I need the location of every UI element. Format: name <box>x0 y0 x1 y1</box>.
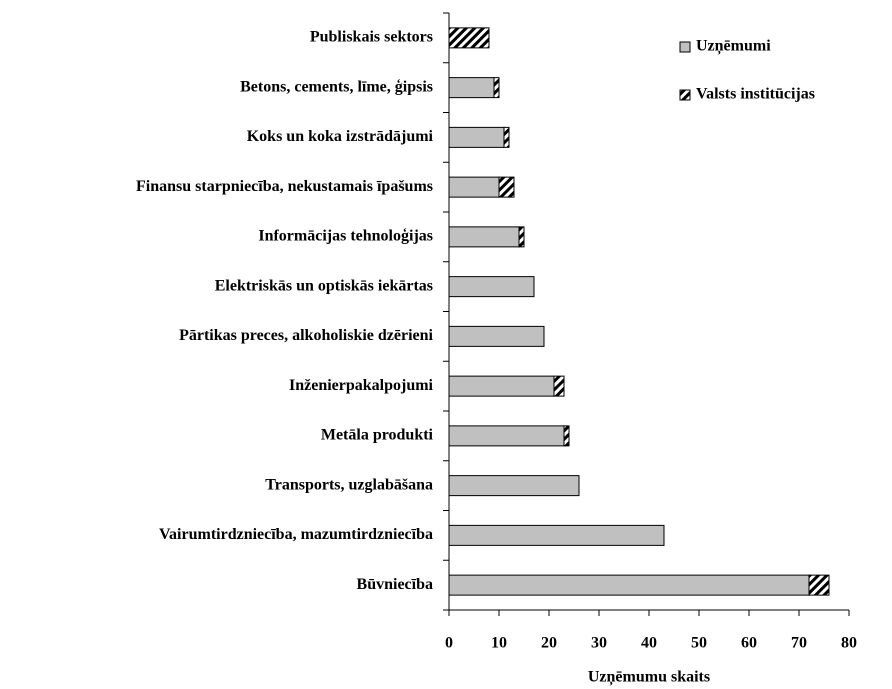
y-tick-label: Transports, uzglabāšana <box>265 476 433 493</box>
bar-segment <box>448 27 490 49</box>
bar-segment <box>518 226 525 248</box>
x-tick-label: 0 <box>445 635 453 652</box>
x-axis-label: Uzņēmumu skaits <box>588 669 710 687</box>
y-tick-label: Pārtikas preces, alkoholiskie dzērieni <box>179 327 433 344</box>
bar-segment <box>553 375 565 397</box>
bar-segment <box>498 176 515 198</box>
bar-segment <box>448 226 520 248</box>
y-tick-label: Publiskais sektors <box>310 29 433 46</box>
y-tick-label: Finansu starpniecība, nekustamais īpašum… <box>136 178 433 195</box>
y-tick-label: Betons, cements, līme, ģipsis <box>240 78 433 95</box>
y-tick-label: Inženierpakalpojumi <box>289 377 434 394</box>
legend-label: Valsts institūcijas <box>696 86 815 103</box>
bar-segment <box>563 425 570 447</box>
bar-segment <box>448 126 505 148</box>
bar-segment <box>448 325 545 347</box>
y-tick-label: Metāla produkti <box>321 427 434 444</box>
x-tick-label: 50 <box>691 635 707 652</box>
x-tick-label: 20 <box>541 635 557 652</box>
y-tick-label: Būvniecība <box>357 576 433 593</box>
bar-segment <box>448 375 555 397</box>
y-tick-label: Informācijas tehnoloģijas <box>258 228 433 245</box>
y-tick-label: Elektriskās un optiskās iekārtas <box>215 277 433 294</box>
bar-segment <box>448 475 580 497</box>
x-tick-label: 40 <box>641 635 657 652</box>
x-tick-label: 10 <box>491 635 507 652</box>
bar-segment <box>448 574 810 596</box>
bar-segment <box>448 425 565 447</box>
x-tick-label: 60 <box>741 635 757 652</box>
x-tick-label: 70 <box>791 635 807 652</box>
bar-segment <box>448 524 665 546</box>
legend-swatch <box>679 41 691 53</box>
bar-segment <box>808 574 830 596</box>
bar-segment <box>493 77 500 99</box>
x-tick-label: 80 <box>841 635 857 652</box>
x-tick-label: 30 <box>591 635 607 652</box>
legend-label: Uzņēmumi <box>696 38 771 56</box>
y-tick-label: Vairumtirdzniecība, mazumtirdzniecība <box>159 526 433 543</box>
bar-segment <box>448 276 535 298</box>
bar-segment <box>503 126 510 148</box>
legend-swatch <box>679 89 691 101</box>
bar-segment <box>448 176 500 198</box>
y-tick-label: Koks un koka izstrādājumi <box>247 128 434 145</box>
bar-segment <box>448 77 495 99</box>
